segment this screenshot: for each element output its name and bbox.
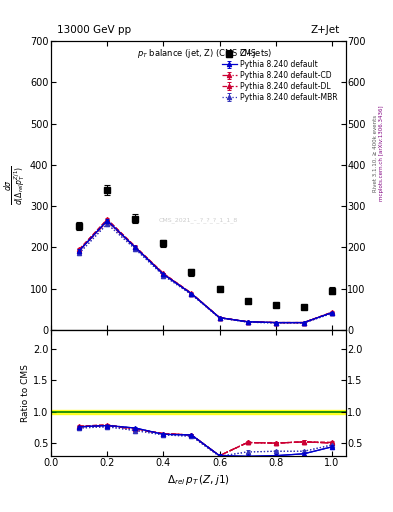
Bar: [51, 410, 346, 414]
Y-axis label: $\frac{d\sigma}{d(\Delta_{rel}p_T^{Zj1})}$: $\frac{d\sigma}{d(\Delta_{rel}p_T^{Zj1})…: [3, 165, 28, 205]
Y-axis label: Ratio to CMS: Ratio to CMS: [21, 364, 30, 422]
Text: 13000 GeV pp: 13000 GeV pp: [57, 25, 131, 35]
Legend: CMS, Pythia 8.240 default, Pythia 8.240 default-CD, Pythia 8.240 default-DL, Pyt: CMS, Pythia 8.240 default, Pythia 8.240 …: [220, 48, 339, 103]
Text: Z+Jet: Z+Jet: [311, 25, 340, 35]
Text: $p_T$ balance (jet, Z) (CMS Z+jets): $p_T$ balance (jet, Z) (CMS Z+jets): [137, 47, 272, 60]
Text: Rivet 3.1.10, ≥ 400k events: Rivet 3.1.10, ≥ 400k events: [373, 115, 378, 192]
X-axis label: $\Delta_{rel}\,p_T\,(Z,j1)$: $\Delta_{rel}\,p_T\,(Z,j1)$: [167, 473, 230, 486]
Text: CMS_2021_–_?_?_?_1_1_8: CMS_2021_–_?_?_?_1_1_8: [159, 217, 238, 223]
Text: mcplots.cern.ch [arXiv:1306.3436]: mcplots.cern.ch [arXiv:1306.3436]: [379, 106, 384, 201]
